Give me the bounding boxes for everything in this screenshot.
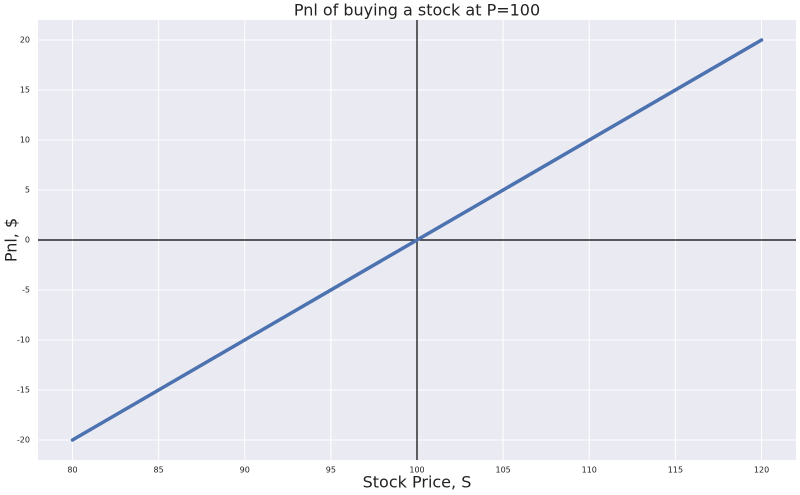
y-tick-label: 0	[25, 236, 30, 245]
y-tick-label: 15	[20, 86, 30, 95]
y-tick-label: -10	[17, 336, 30, 345]
x-axis-label: Stock Price, S	[363, 473, 472, 492]
y-axis-label: Pnl, $	[2, 218, 21, 262]
y-tick-label: 5	[25, 186, 30, 195]
x-tick-label: 105	[495, 466, 510, 475]
y-tick-label: -5	[22, 286, 30, 295]
y-tick-label: -15	[17, 386, 30, 395]
x-tick-label: 90	[240, 466, 250, 475]
x-tick-label: 100	[409, 466, 424, 475]
line-series	[70, 38, 764, 442]
y-tick-label: 10	[20, 136, 30, 145]
y-tick-label: -20	[17, 436, 30, 445]
x-tick-label: 120	[754, 466, 769, 475]
x-tick-label: 80	[67, 466, 77, 475]
x-tick-label: 95	[326, 466, 336, 475]
chart-title: Pnl of buying a stock at P=100	[294, 1, 540, 20]
y-tick-label: 20	[20, 36, 30, 45]
x-tick-label: 110	[582, 466, 597, 475]
x-tick-label: 115	[668, 466, 683, 475]
x-tick-label: 85	[153, 466, 163, 475]
